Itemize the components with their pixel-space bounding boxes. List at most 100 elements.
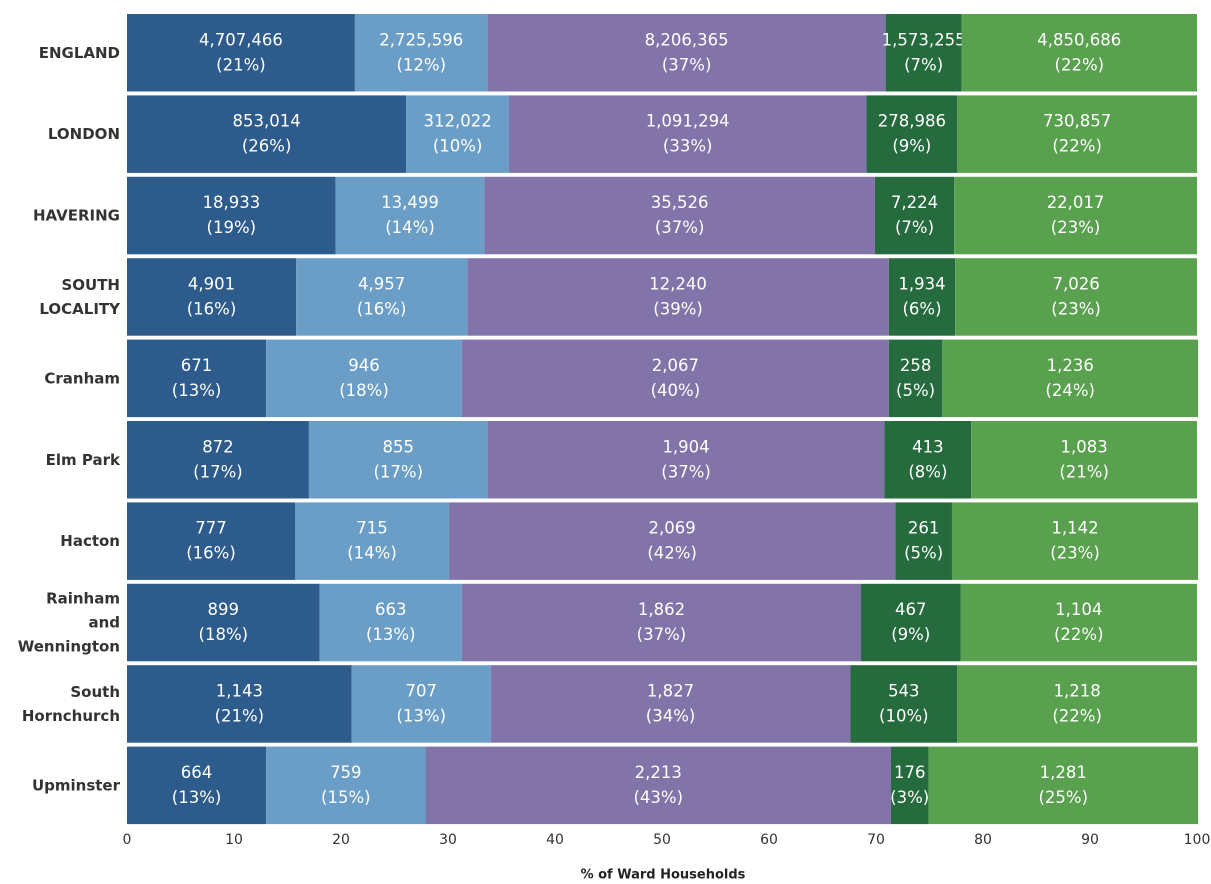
bar-segment xyxy=(866,95,958,173)
value-label: (23%) xyxy=(1051,218,1101,237)
bar-segment xyxy=(888,339,943,418)
bar-segment xyxy=(487,421,885,499)
count-label: 671 xyxy=(181,356,213,375)
value-label: (17%) xyxy=(373,462,423,481)
bar-segment xyxy=(127,258,297,336)
category-label: SOUTH LOCALITY xyxy=(39,275,121,317)
count-label: 1,281 xyxy=(1040,763,1087,782)
count-label: 872 xyxy=(202,437,234,456)
count-label: 35,526 xyxy=(651,193,709,212)
value-label: (42%) xyxy=(647,544,697,563)
bar-segment xyxy=(890,746,929,825)
count-label: 13,499 xyxy=(381,193,439,212)
bar-segment xyxy=(127,746,267,825)
bar-segment xyxy=(954,176,1197,255)
value-label: (21%) xyxy=(1059,462,1109,481)
category-label: HAVERING xyxy=(33,206,120,224)
count-label: 4,901 xyxy=(188,274,235,293)
bar-segment xyxy=(895,502,952,580)
bar-segment xyxy=(928,746,1199,825)
count-label: 1,218 xyxy=(1054,681,1101,700)
bar-segment xyxy=(294,502,450,580)
value-label: (37%) xyxy=(662,55,712,74)
value-label: (7%) xyxy=(904,55,943,74)
x-tick-label: 60 xyxy=(760,832,778,848)
count-label: 855 xyxy=(382,437,414,456)
bar-segment xyxy=(961,14,1197,92)
count-label: 1,827 xyxy=(647,681,694,700)
bar-segment xyxy=(884,421,972,499)
count-label: 2,067 xyxy=(652,356,699,375)
count-label: 312,022 xyxy=(424,112,492,131)
value-label: (25%) xyxy=(1038,788,1088,807)
bar-segment xyxy=(296,258,468,336)
bar-segment xyxy=(490,665,851,743)
value-label: (14%) xyxy=(385,218,435,237)
bar-segment xyxy=(874,176,955,255)
count-label: 777 xyxy=(195,519,227,538)
value-label: (13%) xyxy=(366,625,416,644)
bar-segment xyxy=(484,176,875,255)
count-label: 759 xyxy=(330,763,362,782)
x-tick-label: 90 xyxy=(1081,832,1099,848)
value-label: (22%) xyxy=(1052,706,1102,725)
value-label: (37%) xyxy=(637,625,687,644)
count-label: 4,850,686 xyxy=(1037,30,1121,49)
count-label: 4,707,466 xyxy=(199,30,283,49)
value-label: (39%) xyxy=(653,299,703,318)
category-label: Rainham and Wennington xyxy=(18,589,120,655)
count-label: 730,857 xyxy=(1043,112,1111,131)
count-label: 1,934 xyxy=(898,274,945,293)
bar-segment xyxy=(127,421,309,499)
count-label: 663 xyxy=(375,600,407,619)
count-label: 22,017 xyxy=(1047,193,1105,212)
value-label: (17%) xyxy=(193,462,243,481)
bar-segment xyxy=(351,665,491,743)
bar-segment xyxy=(127,339,267,418)
x-tick-label: 100 xyxy=(1184,832,1211,848)
bar-segment xyxy=(885,14,962,92)
bar-segment xyxy=(266,339,462,418)
bar-segment xyxy=(960,583,1197,662)
bar-segment xyxy=(308,421,488,499)
value-label: (5%) xyxy=(904,544,943,563)
count-label: 413 xyxy=(912,437,944,456)
bar-segment xyxy=(861,583,961,662)
bar-segment xyxy=(127,14,355,92)
x-tick-label: 10 xyxy=(225,832,243,848)
count-label: 18,933 xyxy=(202,193,260,212)
value-label: (21%) xyxy=(215,706,265,725)
bar-segment xyxy=(957,95,1197,173)
count-label: 1,091,294 xyxy=(646,112,730,131)
value-label: (24%) xyxy=(1045,381,1095,400)
x-tick-label: 80 xyxy=(974,832,992,848)
count-label: 467 xyxy=(895,600,927,619)
x-tick-label: 0 xyxy=(123,832,132,848)
bar-segment xyxy=(449,502,896,580)
category-label: Hacton xyxy=(60,532,120,550)
count-label: 7,224 xyxy=(891,193,938,212)
bar-segment xyxy=(319,583,462,662)
bar-segment xyxy=(127,583,320,662)
category-label: Cranham xyxy=(44,369,120,387)
value-label: (14%) xyxy=(347,544,397,563)
value-label: (13%) xyxy=(396,706,446,725)
count-label: 543 xyxy=(888,681,920,700)
value-label: (21%) xyxy=(216,55,266,74)
count-label: 12,240 xyxy=(649,274,707,293)
count-label: 853,014 xyxy=(233,112,301,131)
category-label: Upminster xyxy=(32,776,121,794)
x-tick-label: 30 xyxy=(439,832,457,848)
value-label: (3%) xyxy=(890,788,929,807)
count-label: 1,236 xyxy=(1047,356,1094,375)
bar-segment xyxy=(335,176,485,255)
bar-segment xyxy=(425,746,891,825)
value-label: (7%) xyxy=(895,218,934,237)
count-label: 664 xyxy=(181,763,213,782)
value-label: (13%) xyxy=(172,381,222,400)
value-label: (15%) xyxy=(321,788,371,807)
bar-segment xyxy=(951,502,1199,580)
count-label: 261 xyxy=(908,519,940,538)
value-label: (26%) xyxy=(242,137,292,156)
